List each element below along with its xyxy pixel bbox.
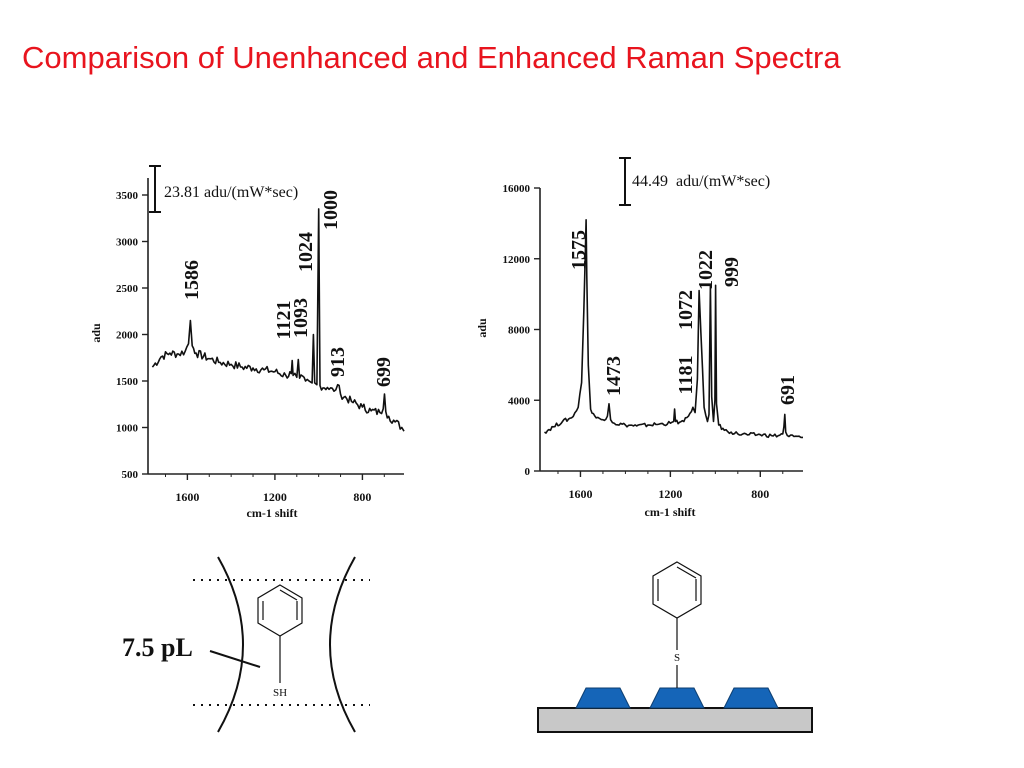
y-tick-label: 1000 [116,423,139,435]
thiol-label: SH [273,687,287,699]
nanoparticle-1 [575,687,631,709]
x-tick-label: 1600 [175,490,199,504]
x-axis-label: cm-1 shift [645,505,696,519]
y-tick-label: 8000 [508,325,531,337]
y-tick-label: 2000 [116,330,139,342]
x-tick-label: 1600 [568,487,592,501]
peak-label: 1575 [568,230,590,270]
sers-substrate-diagram: S [537,561,813,733]
x-tick-label: 800 [751,487,769,501]
y-tick-label: 16000 [503,183,531,195]
scale-bar [619,157,631,206]
peak-label: 1093 [290,298,312,338]
volume-pointer-line [209,650,261,668]
y-tick-label: 2500 [116,283,139,295]
right-meniscus-curve [329,556,356,733]
x-tick-label: 1200 [658,487,682,501]
x-tick-label: 1200 [263,490,287,504]
peak-label: 1000 [320,190,342,230]
nanoparticle-2 [649,687,705,709]
enhanced-spectrum-chart: 0 4000 8000 12000 16000 1600 1200 800 44.49 ad… [475,157,803,519]
page-title: Comparison of Unenhanced and Enhanced Ra… [22,40,841,75]
peak-label: 1121 [273,301,295,340]
y-tick-label: 1500 [116,376,139,388]
y-axis-label: adu [89,323,103,343]
peak-label: 1181 [675,356,697,395]
y-tick-label: 500 [122,469,139,481]
peak-label: 691 [777,375,799,405]
y-tick-label: 12000 [503,254,531,266]
scale-bar [149,165,161,213]
peak-label: 699 [373,357,395,387]
y-axis-label: adu [475,318,489,338]
x-axis-label: cm-1 shift [247,506,298,520]
left-meniscus-curve [217,556,244,733]
peak-label: 913 [327,347,349,377]
x-tick-label: 800 [353,490,371,504]
volume-label: 7.5 pL [122,633,193,662]
y-tick-label: 4000 [508,395,531,407]
sulfur-label: S [674,652,680,664]
scale-bar-label: 44.49 adu/(mW*sec) [632,173,770,190]
benzene-ring [652,561,702,619]
y-tick-label: 0 [525,466,531,478]
benzene-ring [257,584,303,637]
substrate-slab [537,707,813,733]
peak-label: 1586 [181,260,203,300]
peak-label: 1072 [675,290,697,330]
y-tick-label: 3500 [116,190,139,202]
spectrum-line [151,208,405,432]
peak-label: 1473 [603,356,625,396]
peak-label: 999 [721,257,743,287]
nanoparticle-3 [723,687,779,709]
peak-label: 1024 [295,232,317,272]
thiophenol-molecule: SH [257,584,303,699]
scale-bar-label: 23.81 adu/(mW*sec) [164,184,298,201]
spectrum-line [544,219,803,439]
y-tick-label: 3000 [116,237,139,249]
peak-label: 1022 [695,250,717,290]
droplet-volume-diagram: 7.5 pL SH [122,556,370,733]
adsorbed-thiophenol-molecule: S [652,561,702,688]
